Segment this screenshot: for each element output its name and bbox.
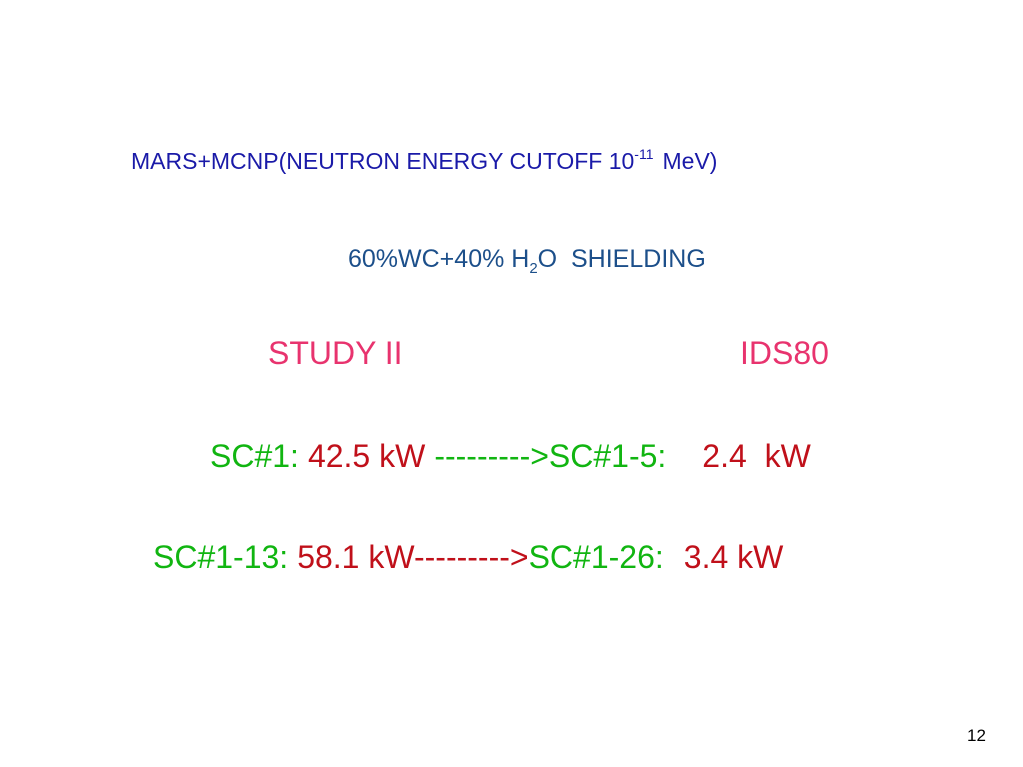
page-number: 12: [967, 726, 986, 745]
from-label: SC#1-13:: [153, 539, 289, 575]
title-text: MARS+MCNP(NEUTRON ENERGY CUTOFF 10: [131, 148, 635, 174]
arrow: --------->: [413, 539, 529, 575]
to-label: SC#1-5:: [548, 438, 667, 474]
comparison-row: SC#1-13: 58.1 kW--------->SC#1-26: 3.4 kW: [153, 541, 783, 573]
to-value: 3.4 kW: [683, 539, 784, 575]
arrow: --------->: [434, 438, 549, 474]
subtitle: 60%WC+40% H2O SHIELDING: [348, 245, 706, 277]
title: MARS+MCNP(NEUTRON ENERGY CUTOFF 10-11 MeV…: [131, 147, 717, 173]
column-heading: STUDY II: [268, 335, 403, 371]
title-unit: MeV): [662, 148, 718, 174]
subtitle-text: O SHIELDING: [537, 245, 706, 273]
from-value: 42.5 kW: [307, 438, 426, 474]
comparison-row: SC#1: 42.5 kW --------->SC#1-5: 2.4 kW: [210, 440, 811, 472]
to-label: SC#1-26:: [528, 539, 664, 575]
subtitle-subscript: 2: [529, 260, 538, 277]
subtitle-text: 60%WC+40% H: [348, 245, 530, 273]
from-value: 58.1 kW: [297, 539, 414, 575]
to-value: 2.4 kW: [702, 438, 811, 474]
from-label: SC#1:: [210, 438, 299, 474]
title-exponent: -11: [634, 146, 654, 162]
column-heading: IDS80: [740, 335, 829, 371]
